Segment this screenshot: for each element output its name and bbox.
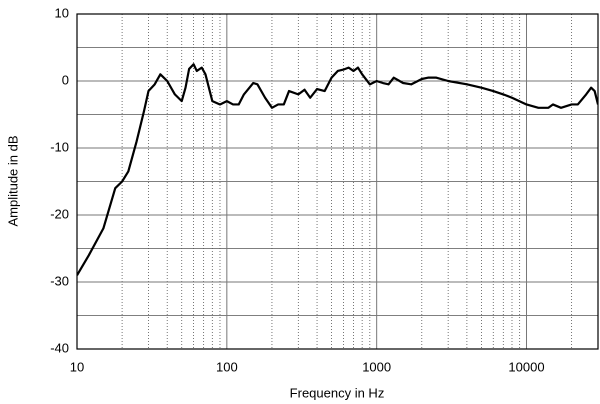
- y-axis-label: Amplitude in dB: [5, 135, 20, 226]
- x-tick-label: 100: [216, 359, 238, 374]
- response-line: [77, 63, 598, 276]
- x-tick-label: 10: [70, 359, 84, 374]
- y-tick-label: -30: [50, 273, 69, 288]
- y-tick-label: -10: [50, 139, 69, 154]
- y-tick-label: 10: [55, 5, 69, 20]
- x-axis-label: Frequency in Hz: [290, 385, 385, 400]
- y-tick-label: -40: [50, 340, 69, 355]
- y-tick-label: -20: [50, 206, 69, 221]
- x-tick-label: 10000: [508, 359, 544, 374]
- y-tick-label: 0: [62, 72, 69, 87]
- plot-frame: [76, 13, 599, 350]
- x-tick-label: 1000: [362, 359, 391, 374]
